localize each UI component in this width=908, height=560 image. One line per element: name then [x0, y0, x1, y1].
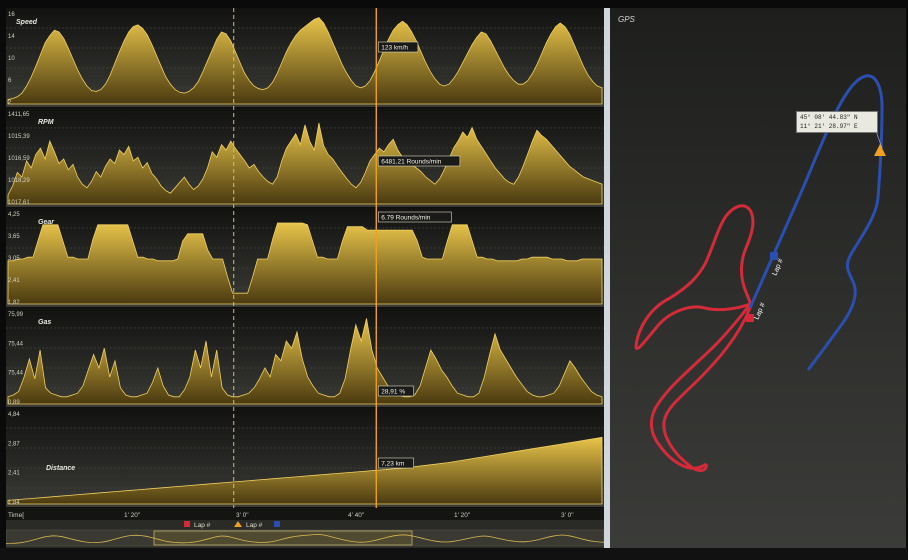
x-tick-label: 1' 20"	[454, 512, 471, 519]
x-axis-unit: Time[	[8, 512, 24, 519]
y-tick-label: 14	[8, 34, 15, 40]
value-readout-box	[377, 41, 419, 53]
series-speed	[7, 17, 603, 105]
series-gas	[7, 318, 603, 405]
series-distance	[7, 436, 603, 505]
series-rpm	[7, 122, 603, 205]
gps-track-map[interactable]: Lap # Lap #	[610, 8, 906, 548]
coordinate-readout: 45° 08' 44.83" N 11° 21' 28.97" E	[796, 111, 878, 133]
latitude: 45° 08' 44.83" N	[800, 114, 858, 121]
overview-selection[interactable]	[153, 530, 413, 546]
y-tick-label: 2,41	[8, 471, 20, 477]
legend-swatch-blue	[274, 521, 280, 527]
overview-series	[5, 533, 605, 544]
value-readout: 7,23 km	[381, 461, 404, 468]
x-tick-label: 1' 20"	[124, 512, 141, 519]
legend-swatch-red	[184, 521, 190, 527]
charts-panel: 16 14 10 6 2 Speed 1411,65 1015,39 1016,59 1018,2…	[6, 8, 604, 508]
gps-title: GPS	[618, 15, 635, 24]
timeline-overview[interactable]: Time[ 1' 20" 3' 0" 4' 40" 1' 20" 3' 0" Lap # La…	[5, 508, 605, 548]
telemetry-charts[interactable]: 16 14 10 6 2 Speed 1411,65 1015,39 1016,59 1018,2…	[6, 8, 604, 508]
y-tick-label: 0,89	[8, 400, 20, 406]
series-gear	[7, 222, 603, 305]
x-axis-band	[6, 508, 604, 520]
legend-lap1: Lap #	[194, 522, 211, 529]
y-tick-label: 1015,39	[8, 134, 30, 140]
lap-red-marker	[746, 314, 754, 322]
value-readout-box	[377, 211, 452, 223]
chart-title: RPM	[38, 119, 54, 126]
y-tick-label: 1017,61	[8, 200, 30, 206]
chart-title: Gas	[38, 319, 51, 326]
chart-title: Speed	[16, 19, 38, 26]
lap-marker-label: Lap #	[771, 258, 785, 277]
value-readout-box	[377, 457, 414, 469]
y-tick-label: 2,41	[8, 278, 20, 284]
x-tick-label: 3' 0"	[236, 512, 249, 519]
y-tick-label: 4,25	[8, 212, 20, 218]
x-tick-label: 3' 0"	[561, 512, 574, 519]
y-tick-label: 3,65	[8, 234, 20, 240]
chart-rpm[interactable]: 1411,65 1015,39 1016,59 1018,29 1017,61 RPM	[6, 108, 604, 209]
y-tick-label: 10	[8, 56, 15, 62]
y-tick-label: 1,82	[8, 300, 20, 306]
y-tick-label: 1016,59	[8, 156, 30, 162]
lap-blue-track	[748, 74, 884, 371]
chart-title: Distance	[46, 465, 75, 472]
y-tick-label: 2,87	[8, 441, 20, 447]
lap-red-track	[634, 204, 755, 472]
chart-gas[interactable]: 75,99 75,44 75,44 0,89 Gas	[6, 308, 604, 409]
y-tick-label: 1018,29	[8, 178, 30, 184]
lap-marker-label: Lap #	[753, 302, 767, 321]
lap-blue-marker	[770, 252, 778, 260]
value-readout: 6481.21 Rounds/min	[381, 159, 441, 166]
timeline-strip[interactable]: Time[ 1' 20" 3' 0" 4' 40" 1' 20" 3' 0" Lap # La…	[5, 508, 605, 548]
y-tick-label: 1411,65	[8, 112, 30, 118]
chart-title: Gear	[38, 219, 55, 226]
transport-bar	[0, 548, 908, 560]
legend-lap2: Lap #	[246, 522, 263, 529]
y-tick-label: 4,84	[8, 412, 20, 418]
value-readout: 28,91 %	[381, 389, 405, 396]
x-tick-label: 4' 40"	[348, 512, 365, 519]
chart-gear[interactable]: 4,25 3,65 3,05 2,41 1,82 Gear	[6, 208, 604, 309]
value-readout: 123 km/h	[381, 45, 408, 52]
y-tick-label: 1,84	[8, 500, 20, 506]
y-tick-label: 75,99	[8, 312, 24, 318]
chart-speed[interactable]: 16 14 10 6 2 Speed	[6, 8, 604, 109]
value-readout-box	[377, 385, 414, 397]
y-tick-label: 16	[8, 12, 15, 18]
longitude: 11° 21' 28.97" E	[800, 123, 858, 130]
chart-distance[interactable]: 4,84 2,87 2,41 1,84 Distance	[6, 408, 604, 508]
y-tick-label: 75,44	[8, 341, 24, 347]
gps-panel[interactable]: Lap # Lap # GPS 45° 08' 44.83" N 11° 21'…	[610, 8, 906, 548]
y-tick-label: 75,44	[8, 371, 24, 377]
position-triangle-icon	[874, 144, 886, 156]
value-readout: 6.79 Rounds/min	[381, 215, 431, 222]
value-readout-box	[377, 155, 461, 167]
y-tick-label: 6	[8, 78, 12, 84]
legend-triangle-icon	[234, 521, 242, 527]
y-tick-label: 3,05	[8, 256, 20, 262]
y-tick-label: 2	[8, 100, 12, 106]
panel-divider[interactable]	[604, 8, 610, 548]
